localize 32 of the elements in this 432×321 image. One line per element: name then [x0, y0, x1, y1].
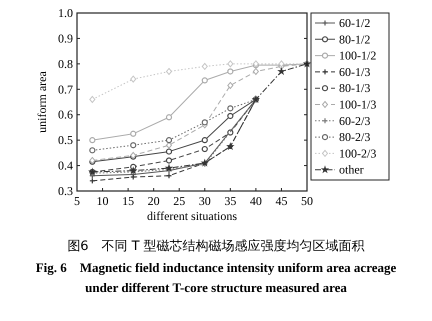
- y-tick-label: 0.3: [58, 184, 73, 198]
- x-tick-label: 45: [275, 194, 288, 208]
- legend-label: 60-2/3: [339, 114, 370, 128]
- y-tick-label: 1.0: [58, 6, 73, 20]
- x-tick-label: 30: [198, 194, 211, 208]
- x-tick-label: 35: [224, 194, 236, 208]
- x-tick-label: 25: [173, 194, 186, 208]
- x-axis-title: different situations: [146, 209, 238, 223]
- y-axis-title: uniform area: [35, 70, 49, 133]
- x-tick-label: 20: [148, 194, 160, 208]
- x-tick-label: 15: [122, 194, 134, 208]
- text: Fig. 6 Magnetic field inductance intensity uniform area acreage under different T-core structure measured area: [34, 259, 398, 297]
- legend-label: 100-2/3: [339, 146, 376, 160]
- y-tick-label: 0.8: [58, 56, 73, 71]
- legend-label: 80-2/3: [339, 130, 370, 144]
- x-tick-label: 40: [250, 194, 262, 208]
- legend-label: 80-1/2: [339, 32, 370, 46]
- legend-label: 60-1/3: [339, 64, 370, 79]
- x-tick-label: 5: [74, 194, 80, 208]
- y-tick-label: 0.5: [58, 133, 73, 148]
- y-tick-label: 0.9: [58, 31, 73, 46]
- legend-label: 80-1/3: [339, 81, 370, 96]
- x-tick-label: 10: [96, 194, 109, 208]
- legend-label: 100-1/2: [339, 48, 376, 63]
- y-tick-label: 0.7: [58, 82, 73, 96]
- legend-label: 60-1/2: [339, 16, 370, 30]
- legend-label: other: [339, 162, 364, 177]
- x-tick-label: 50: [301, 194, 313, 208]
- y-tick-label: 0.6: [58, 108, 73, 122]
- y-tick-label: 0.4: [58, 158, 73, 173]
- legend-label: 100-1/3: [339, 98, 376, 112]
- text: 图6 不同 T 型磁芯结构磁场感应强度均匀区域面积: [67, 238, 365, 254]
